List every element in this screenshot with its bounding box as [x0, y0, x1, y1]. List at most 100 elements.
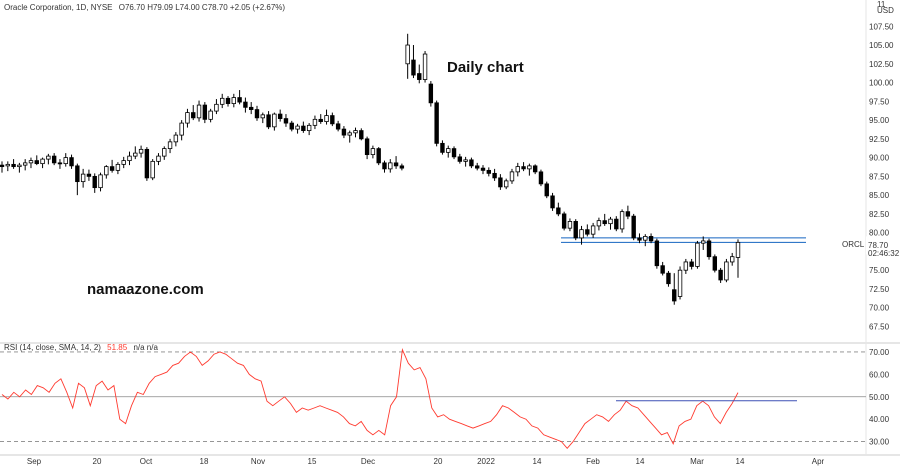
price-axis-tick-label: 75.00	[869, 266, 890, 275]
time-axis-tick-label: Dec	[361, 457, 375, 466]
time-axis-tick-label: Sep	[27, 457, 42, 466]
candle-body	[225, 97, 231, 104]
candle-body	[277, 113, 283, 119]
candle-body	[521, 166, 526, 170]
candle-body	[34, 160, 39, 165]
candle-body	[283, 118, 289, 124]
candle-body	[347, 132, 352, 136]
candle-body	[405, 44, 410, 65]
candle-body	[509, 171, 515, 182]
candle-body	[706, 240, 712, 258]
candle-body	[208, 110, 213, 120]
candle-body	[179, 122, 184, 136]
candle-body	[475, 165, 480, 169]
time-axis-tick-label: Feb	[586, 457, 600, 466]
candle-body	[683, 261, 689, 271]
candle-body	[364, 138, 370, 156]
price-axis-tick-label: 97.50	[869, 97, 890, 106]
candle-body	[689, 261, 694, 267]
candle-body	[185, 112, 190, 124]
candle-body	[457, 156, 463, 162]
candle-body	[28, 160, 34, 164]
candle-body	[619, 211, 625, 230]
candle-body	[532, 165, 538, 173]
rsi-extra: n/a n/a	[133, 343, 158, 352]
rsi-axis-tick-label: 50.00	[869, 393, 890, 402]
candle-body	[596, 220, 602, 227]
candle-body	[446, 148, 451, 153]
candle-body	[109, 166, 115, 171]
candle-body	[359, 130, 364, 140]
candle-body	[602, 220, 607, 225]
price-axis-tick-label: 80.00	[869, 229, 890, 238]
candle-body	[127, 155, 132, 162]
candle-body	[341, 128, 347, 136]
candle-body	[463, 159, 468, 162]
candle-body	[156, 155, 161, 162]
time-axis-tick-label: Mar	[690, 457, 704, 466]
candle-body	[411, 59, 416, 76]
candle-body	[162, 148, 167, 157]
time-axis-tick-label: 14	[533, 457, 542, 466]
candle-body	[306, 124, 312, 131]
candle-body	[388, 162, 393, 170]
candle-body	[648, 236, 654, 242]
candle-body	[370, 148, 376, 156]
price-axis-tick-label: 72.50	[869, 285, 890, 294]
candle-body	[527, 165, 532, 170]
candle-body	[631, 215, 636, 239]
candle-body	[382, 162, 387, 170]
candle-body	[677, 269, 683, 297]
candle-body	[260, 114, 265, 119]
candle-body	[701, 240, 706, 244]
price-axis-tick-label: 92.50	[869, 135, 890, 144]
symbol-line: Oracle Corporation, 1D, NYSE	[4, 3, 113, 12]
candle-body	[80, 173, 86, 183]
candle-body	[22, 162, 28, 166]
candle-body	[312, 118, 318, 126]
candle-body	[550, 195, 555, 209]
candle-body	[92, 175, 97, 189]
candles-layer	[0, 33, 741, 305]
candle-body	[503, 180, 509, 188]
candle-body	[724, 261, 729, 281]
price-axis-tick-label: 102.50	[869, 60, 894, 69]
candle-body	[220, 97, 225, 105]
axes-layer: 107.50 105.00 102.50 100.00 97.50 95.00 92.50 9…	[27, 22, 900, 466]
candle-body	[40, 158, 45, 165]
horizontal-lines-layer	[561, 237, 806, 243]
candle-body	[318, 118, 323, 122]
candle-body	[422, 53, 428, 80]
rsi-value: 51.85	[107, 343, 128, 352]
candle-body	[0, 164, 5, 168]
rsi-layer	[1, 348, 797, 449]
candle-body	[51, 155, 57, 164]
candle-body	[544, 183, 549, 197]
candle-body	[608, 218, 613, 225]
last-price-label: 78.70	[868, 241, 889, 250]
candle-body	[63, 157, 68, 165]
candle-body	[353, 130, 358, 134]
candle-body	[57, 162, 63, 165]
candle-body	[191, 112, 196, 119]
candle-body	[451, 148, 457, 158]
time-axis-tick-label: 14	[636, 457, 645, 466]
candle-body	[11, 163, 16, 168]
candle-body	[492, 172, 497, 179]
symbol-title: Oracle Corporation, 1D, NYSE O76.70 H79.…	[4, 3, 285, 12]
time-axis-tick-label: 2022	[477, 457, 495, 466]
candle-body	[590, 225, 596, 235]
time-axis-tick-label: Nov	[251, 457, 265, 466]
candle-body	[654, 240, 660, 267]
candle-body	[498, 177, 503, 188]
time-axis-tick-label: 18	[200, 457, 209, 466]
rsi-axis-tick-label: 40.00	[869, 415, 890, 424]
time-axis-tick-label: 20	[93, 457, 102, 466]
rsi-axis-tick-label: 30.00	[869, 438, 890, 447]
candle-body	[98, 174, 103, 189]
price-axis-tick-label: 95.00	[869, 116, 890, 125]
rsi-line	[1, 348, 739, 449]
